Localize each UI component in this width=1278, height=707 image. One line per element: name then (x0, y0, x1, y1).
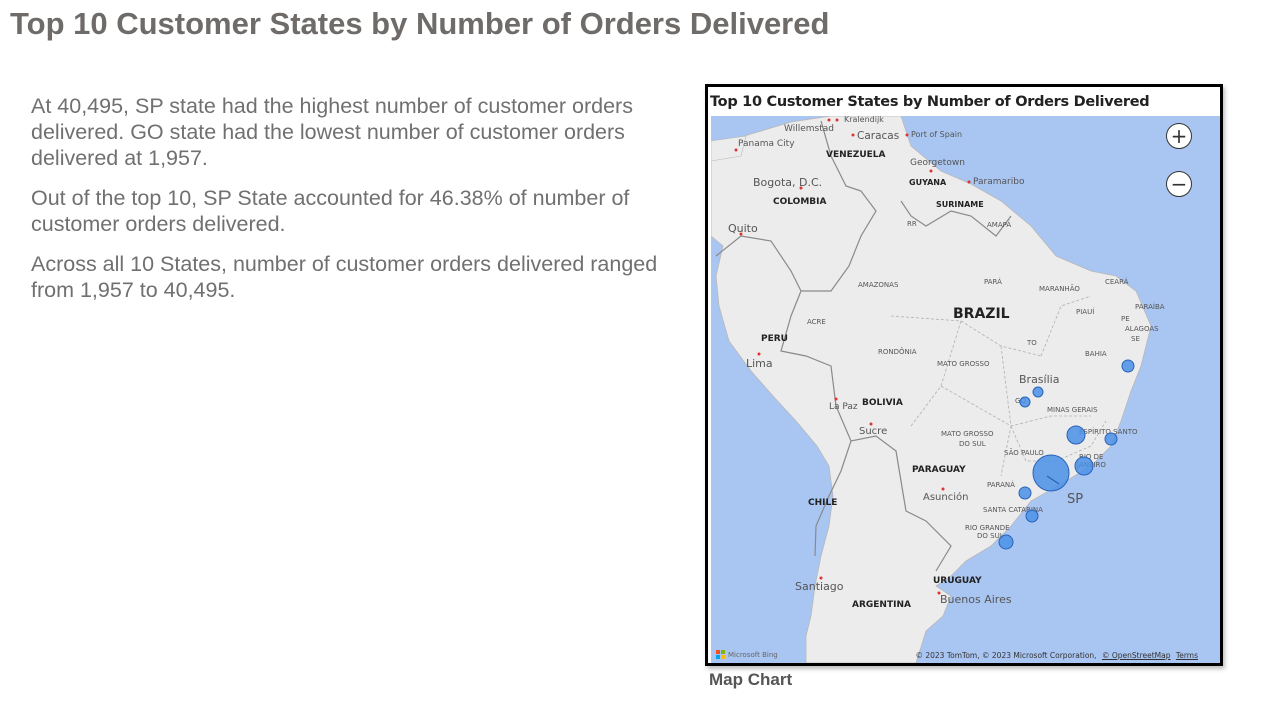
bubble-df[interactable] (1032, 386, 1044, 398)
map-visual[interactable]: Top 10 Customer States by Number of Orde… (705, 84, 1223, 666)
map-label: PARANÁ (987, 480, 1015, 489)
bubble-go[interactable] (1019, 396, 1031, 408)
attribution-text: © 2023 TomTom, © 2023 Microsoft Corporat… (915, 651, 1097, 660)
map-label: RIO GRANDE (965, 524, 1010, 532)
map-label: Georgetown (910, 158, 965, 168)
map-label: BOLIVIA (862, 398, 903, 408)
narrative-paragraph: Across all 10 States, number of customer… (31, 252, 658, 302)
map-label: AMAPÁ (987, 220, 1011, 229)
land-caribbean (711, 135, 747, 162)
map-label: MARANHÃO (1039, 284, 1080, 293)
map-label: AMAZONAS (858, 281, 899, 289)
bubble-es[interactable] (1104, 432, 1118, 446)
country-borders (715, 120, 1012, 572)
map-caption: Map Chart (709, 670, 793, 689)
map-label: Asunción (923, 491, 968, 503)
map-label: SURINAME (936, 200, 984, 209)
microsoft-logo-icon (716, 650, 725, 659)
map-label: DO SUL (977, 532, 1004, 540)
map-attribution: © 2023 TomTom, © 2023 Microsoft Corporat… (915, 651, 1198, 660)
map-label: Lima (746, 357, 773, 370)
zoom-out-button[interactable]: − (1166, 171, 1192, 197)
bubble-mg[interactable] (1066, 425, 1086, 445)
map-label: ARGENTINA (852, 600, 911, 610)
bubble-rs[interactable] (998, 534, 1014, 550)
map-label: VENEZUELA (826, 150, 886, 160)
map-label: PIAUÍ (1076, 307, 1094, 316)
map-label: La Paz (829, 402, 858, 412)
bubble-ba[interactable] (1121, 359, 1135, 373)
map-label: Brasília (1019, 373, 1059, 386)
map-label: Sucre (859, 426, 887, 437)
map-label: ACRE (807, 318, 826, 326)
pointer-label: SP (1067, 492, 1083, 507)
map-label: PE (1121, 315, 1130, 323)
map-label: MINAS GERAIS (1047, 406, 1098, 414)
map-label: PARAGUAY (912, 465, 966, 475)
map-label: SÃO PAULO (1004, 448, 1044, 457)
map-label: MATO GROSSO (941, 430, 994, 438)
map-label: COLOMBIA (773, 197, 826, 207)
land-south-america (711, 116, 1152, 663)
bubble-rj[interactable] (1074, 456, 1094, 476)
map-label: GUYANA (909, 178, 947, 187)
map-label: Port of Spain (911, 130, 962, 139)
bing-logo: Microsoft Bing (716, 650, 778, 659)
map-label: Buenos Aires (940, 593, 1012, 606)
map-title: Top 10 Customer States by Number of Orde… (710, 94, 1150, 110)
map-label: Bogota, D.C. (753, 176, 822, 189)
map-label: Quito (728, 222, 758, 235)
map-label: SE (1131, 335, 1140, 343)
map-label: URUGUAY (933, 576, 982, 586)
map-label: Paramaribo (973, 177, 1025, 187)
map-label: DO SUL (959, 440, 986, 448)
pointer-line (1046, 475, 1060, 485)
map-label: TO (1026, 339, 1037, 347)
map-label: ESPÍRITO SANTO (1079, 427, 1138, 436)
terms-link[interactable]: Terms (1175, 651, 1198, 660)
map-label: BAHIA (1085, 350, 1107, 358)
map-label: PARÁ (984, 277, 1002, 286)
map-label: Santiago (795, 580, 844, 593)
map-label: MATO GROSSO (937, 360, 990, 368)
city-dots (734, 118, 971, 595)
map-label: Panama City (738, 139, 795, 149)
map-label: Willemstad (784, 124, 834, 134)
narrative-text: At 40,495, SP state had the highest numb… (31, 93, 671, 317)
map-label: Caracas (857, 130, 899, 142)
map-label: RIO DE (1079, 453, 1103, 461)
map-canvas[interactable]: Willemstad Kralendijk Panama City Caraca… (711, 116, 1220, 663)
zoom-in-button[interactable]: + (1166, 123, 1192, 149)
map-label: BRAZIL (953, 306, 1010, 322)
narrative-paragraph: At 40,495, SP state had the highest numb… (31, 94, 633, 170)
map-label: PERU (761, 334, 788, 344)
bubble-pr[interactable] (1018, 486, 1032, 500)
map-label: PARAÍBA (1135, 302, 1165, 311)
bubble-sp[interactable] (1032, 454, 1070, 492)
map-label: RONDÔNIA (878, 347, 917, 356)
narrative-paragraph: Out of the top 10, SP State accounted fo… (31, 186, 630, 236)
state-borders (890, 295, 1107, 477)
map-label: CEARÁ (1105, 277, 1129, 286)
page-title: Top 10 Customer States by Number of Orde… (10, 6, 830, 41)
map-label: Kralendijk (844, 116, 884, 124)
bubble-sc[interactable] (1025, 509, 1039, 523)
map-label: CHILE (808, 498, 837, 508)
bing-label: Microsoft Bing (728, 650, 778, 659)
map-label: ALAGOAS (1125, 325, 1159, 333)
osm-link[interactable]: © OpenStreetMap (1101, 651, 1171, 660)
bubbles[interactable] (998, 359, 1135, 550)
map-label: RR (907, 220, 917, 228)
map-label: SANTA CATARINA (983, 506, 1043, 514)
map-svg[interactable]: Willemstad Kralendijk Panama City Caraca… (711, 116, 1220, 663)
